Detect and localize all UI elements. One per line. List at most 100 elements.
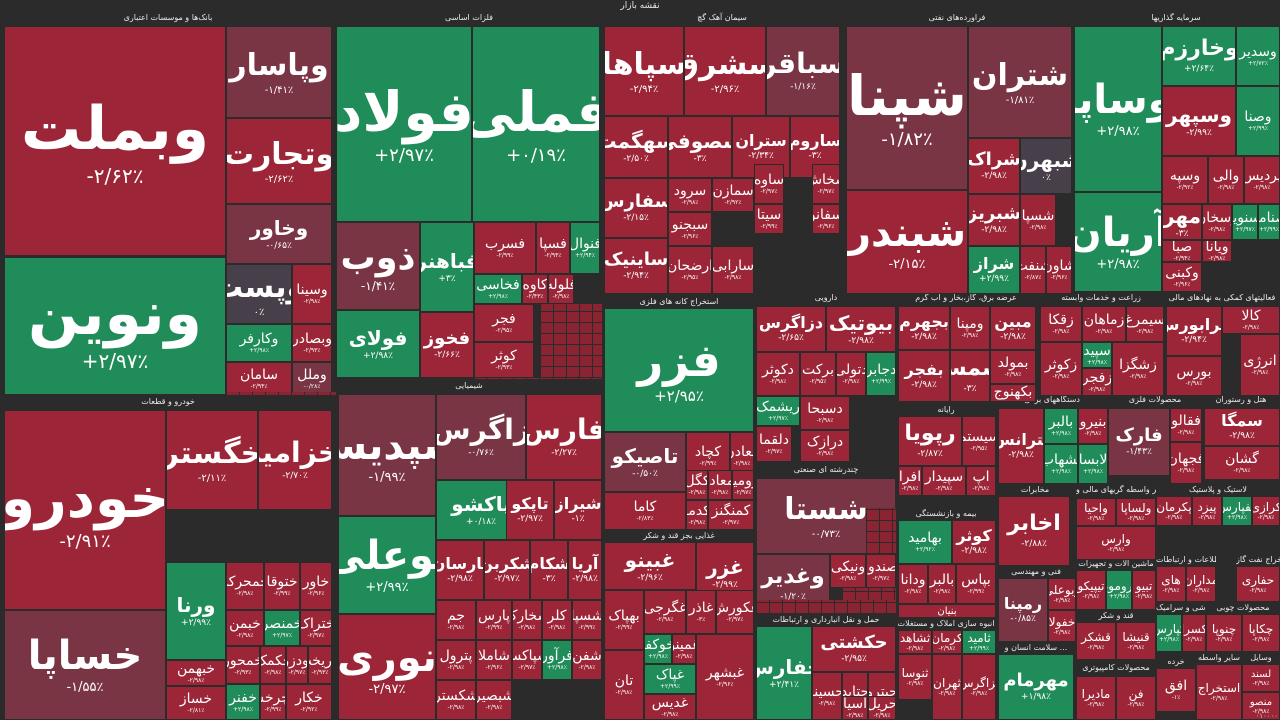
- stock-tile[interactable]: پترول -۲/۹۸٪: [436, 640, 476, 680]
- stock-tile[interactable]: درازک -۲/۹۸٪: [800, 430, 850, 462]
- stock-tile[interactable]: تیپیکو -۲/۹۸٪: [1076, 570, 1106, 610]
- stock-tile[interactable]: اخابر -۲/۸۸٪: [998, 496, 1070, 566]
- stock-tile[interactable]: خفنر +۲/۹۸٪: [226, 684, 260, 720]
- stock-tile[interactable]: شفن -۲/۹۸٪: [572, 640, 602, 680]
- stock-tile[interactable]: بجهرم -۲/۹۸٪: [898, 306, 950, 350]
- stock-tile[interactable]: وساپا+۲/۹۸٪: [1074, 26, 1162, 192]
- stock-tile[interactable]: فلوله-۲/۹۸٪: [548, 274, 574, 304]
- stock-tile[interactable]: شاون-۲/۹۶٪: [1046, 246, 1072, 294]
- stock-tile[interactable]: والی -۲/۹۸٪: [1208, 156, 1244, 204]
- stock-tile[interactable]: ثهران -۲/۹۸٪: [932, 654, 962, 720]
- stock-tile[interactable]: دکوثر -۲/۹۸٪: [756, 352, 800, 396]
- stock-tile[interactable]: تاصیکو -۰/۵۰٪: [604, 432, 686, 492]
- stock-tile[interactable]: وکارفر +۲/۹۸٪: [226, 324, 292, 362]
- stock-tile[interactable]: سپاها -۲/۹۴٪: [604, 26, 684, 116]
- stock-tile[interactable]: وسدیر +۲/۷۲٪: [1236, 26, 1280, 86]
- stock-tile[interactable]: ثزاگرس-۲/۹۸٪: [962, 654, 996, 720]
- stock-tile[interactable]: زقکا -۲/۹۸٪: [1040, 306, 1082, 342]
- stock-tile[interactable]: مهر -۳٪: [1162, 204, 1202, 240]
- stock-tile[interactable]: سرود -۲/۹۸٪: [668, 178, 712, 212]
- stock-tile[interactable]: وبوعلی-۲/۹۸٪: [1048, 578, 1076, 610]
- stock-tile[interactable]: وسنوین+۲/۹۷٪: [1232, 204, 1258, 240]
- stock-tile[interactable]: آریان+۲/۹۸٪: [1074, 192, 1162, 292]
- stock-tile[interactable]: واحیا -۲/۹۸٪: [1076, 498, 1116, 526]
- stock-tile[interactable]: ودانا -۲/۹۸٪: [898, 564, 928, 604]
- stock-tile[interactable]: شپاکسا-۲/۹۷٪: [512, 640, 542, 680]
- stock-tile[interactable]: چکاپا -۲/۹۸٪: [1242, 614, 1280, 652]
- stock-tile[interactable]: های -۲/۹۸٪: [1156, 566, 1186, 602]
- stock-tile[interactable]: افرا -۲/۹۸٪: [898, 466, 922, 496]
- stock-tile[interactable]: بالبر +۲/۹۸٪: [1044, 408, 1078, 444]
- stock-tile[interactable]: شبصیر-۲/۹۸٪: [476, 680, 512, 720]
- stock-tile[interactable]: فنوال +۲/۹۴٪: [570, 222, 600, 274]
- stock-tile[interactable]: فرآور +۲/۹۸٪: [542, 640, 572, 680]
- stock-tile[interactable]: فرابورس-۲/۹۴٪: [1166, 306, 1222, 356]
- stock-tile[interactable]: سیمرغ -۲/۹۸٪: [1126, 306, 1164, 342]
- stock-tile[interactable]: ولساپا -۲/۹۸٪: [1116, 498, 1156, 526]
- stock-tile[interactable]: شسپا -۲/۹۸٪: [1020, 194, 1056, 246]
- stock-tile[interactable]: شسپا -۲/۹۹٪: [572, 600, 602, 640]
- stock-tile[interactable]: سمازن -۲/۹۲٪: [712, 178, 754, 212]
- stock-tile[interactable]: وارس -۲/۹۸٪: [1076, 526, 1156, 560]
- stock-tile[interactable]: لسند -۲/۹۸٪: [1242, 664, 1280, 692]
- stock-tile[interactable]: کرومیت-۲/۹۷٪: [732, 470, 754, 500]
- stock-tile[interactable]: چنوپا -۲/۹۸٪: [1206, 614, 1242, 652]
- stock-tile[interactable]: قنیشا -۲/۹۸٪: [1116, 622, 1156, 660]
- stock-tile[interactable]: سفانو-۲/۹۶٪: [812, 204, 840, 234]
- stock-tile[interactable]: غمینو-۲/۹۸٪: [672, 634, 696, 664]
- stock-tile[interactable]: تاپکو -۲/۹۷٪: [506, 480, 554, 540]
- stock-tile[interactable]: استخراج -۲/۹۸٪: [1196, 664, 1242, 720]
- stock-tile[interactable]: فجهان-۲/۹۸٪: [1170, 442, 1202, 484]
- stock-tile[interactable]: شنفت-۲/۸۷٪: [1020, 246, 1046, 294]
- stock-tile[interactable]: کالا -۲/۹۸٪: [1222, 306, 1280, 334]
- stock-tile[interactable]: ثنوسا -۲/۹۸٪: [898, 654, 932, 700]
- stock-tile[interactable]: حکشتی -۲/۹۵٪: [812, 626, 896, 672]
- stock-tile[interactable]: ختوقا -۲/۹۹٪: [264, 562, 300, 610]
- stock-tile[interactable]: سارابی -۲/۹۸٪: [712, 246, 754, 294]
- stock-tile[interactable]: بپاس -۲/۹۹٪: [956, 564, 996, 604]
- stock-tile[interactable]: فزر +۲/۹۵٪: [604, 308, 754, 432]
- stock-tile[interactable]: تبیو -۲/۹۸٪: [1132, 570, 1156, 610]
- stock-tile[interactable]: ذوب -۱/۴۱٪: [336, 222, 420, 310]
- stock-tile[interactable]: خوکفا+۲/۹۸٪: [644, 634, 672, 664]
- stock-tile[interactable]: بهپاک -۲/۹۹٪: [604, 590, 644, 650]
- stock-tile[interactable]: وتجارت -۲/۶۲٪: [226, 118, 332, 204]
- stock-tile[interactable]: وصنامین+۲/۹۹٪: [1258, 204, 1280, 240]
- stock-tile[interactable]: برکت -۲/۹۵٪: [800, 352, 836, 396]
- stock-tile[interactable]: ساوه -۲/۹۷٪: [754, 164, 784, 204]
- stock-tile[interactable]: زفجر -۲/۹۸٪: [1082, 368, 1112, 396]
- stock-tile[interactable]: کگل-۲/۹۸٪: [686, 470, 708, 500]
- stock-tile[interactable]: صبا -۲/۹۴٪: [1162, 240, 1202, 262]
- stock-tile[interactable]: وصنا +۲/۹۹٪: [1236, 86, 1280, 156]
- stock-tile[interactable]: پارس -۲/۹۹٪: [476, 600, 512, 640]
- stock-tile[interactable]: ریشمک +۲/۹۷٪: [756, 396, 800, 426]
- stock-tile[interactable]: شبهرن۰٪: [1020, 138, 1072, 194]
- stock-tile[interactable]: سیستم-۲/۹۵٪: [962, 416, 996, 466]
- stock-tile[interactable]: رپویا -۲/۸۷٪: [898, 416, 962, 466]
- stock-tile[interactable]: فن -۲/۹۸٪: [1116, 676, 1156, 720]
- stock-tile[interactable]: خکمک-۲/۹۸٪: [260, 646, 286, 684]
- stock-tile[interactable]: کفپارس+۲/۹۸٪: [1222, 496, 1252, 526]
- stock-tile[interactable]: وخاور -۰/۶۵٪: [226, 204, 332, 264]
- stock-tile[interactable]: بورس -۲/۹۸٪: [1166, 356, 1222, 396]
- stock-tile[interactable]: بمولد -۲/۹۸٪: [990, 350, 1036, 384]
- stock-tile[interactable]: وصندوق-۲/۹۷٪: [866, 554, 896, 588]
- stock-tile[interactable]: شتران -۱/۸۱٪: [968, 26, 1072, 138]
- stock-tile[interactable]: کمنگنز -۲/۹۷٪: [708, 500, 754, 530]
- stock-tile[interactable]: سفارس-۲/۱۵٪: [604, 178, 668, 238]
- stock-tile[interactable]: خمحور-۲/۹۳٪: [226, 646, 260, 684]
- stock-tile[interactable]: سخاش-۲/۹۷٪: [812, 164, 840, 204]
- stock-tile[interactable]: کاما -۲/۸۳٪: [604, 492, 686, 530]
- stock-tile[interactable]: زاگرس -۰/۷۶٪: [436, 394, 526, 480]
- stock-tile[interactable]: خبهمن -۲/۹۸٪: [166, 660, 226, 686]
- stock-tile[interactable]: فباهنر+۳٪: [420, 222, 474, 312]
- stock-tile[interactable]: مهرمام +۱/۹۸٪: [998, 654, 1074, 720]
- stock-tile[interactable]: منصو -۲/۹۸٪: [1242, 692, 1280, 720]
- stock-tile[interactable]: کدما-۲/۹۸٪: [686, 500, 708, 530]
- stock-tile[interactable]: شپدیس-۱/۹۹٪: [338, 394, 436, 516]
- stock-tile[interactable]: دجابر +۲/۹۹٪: [866, 352, 896, 396]
- stock-tile[interactable]: جم -۲/۹۸٪: [436, 600, 476, 640]
- stock-tile[interactable]: غکورش-۲/۹۷٪: [716, 590, 754, 634]
- stock-tile[interactable]: کرمان -۲/۹۸٪: [932, 630, 962, 654]
- stock-tile[interactable]: سپیدار -۲/۹۸٪: [922, 466, 966, 496]
